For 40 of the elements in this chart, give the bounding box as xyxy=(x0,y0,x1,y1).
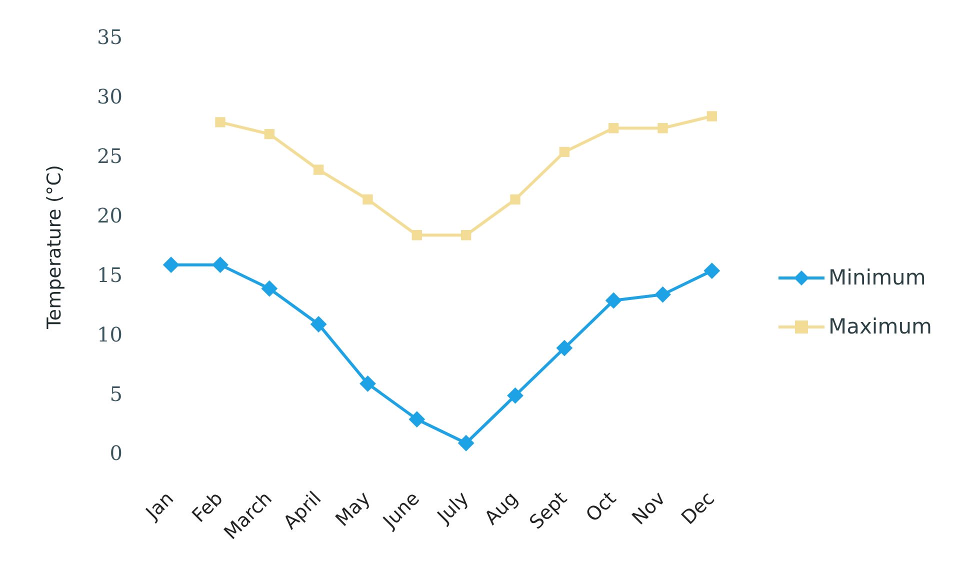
x-tick-label: Jan xyxy=(141,488,178,525)
point xyxy=(556,340,572,356)
y-tick-label: 15 xyxy=(97,262,122,287)
point xyxy=(606,292,622,308)
point xyxy=(706,111,718,122)
point xyxy=(313,164,324,175)
point xyxy=(608,123,619,134)
point xyxy=(212,256,228,273)
point xyxy=(658,123,668,134)
x-tick-label: Aug xyxy=(480,488,522,530)
y-tick-label: 25 xyxy=(97,144,122,168)
y-tick-label: 30 xyxy=(97,84,122,109)
point xyxy=(261,280,278,297)
x-tick-label: Oct xyxy=(582,488,621,526)
y-axis-title: Temperature (°C) xyxy=(43,165,66,330)
point xyxy=(362,194,373,205)
point xyxy=(412,230,422,240)
point xyxy=(163,256,180,273)
legend-label: Minimum xyxy=(828,265,926,290)
x-tick-label: Nov xyxy=(628,488,670,530)
point xyxy=(507,388,524,404)
x-tick-label: Feb xyxy=(188,488,228,527)
point xyxy=(458,435,474,452)
point xyxy=(559,146,570,158)
point xyxy=(215,117,226,128)
y-tick-label: 35 xyxy=(97,25,122,50)
point xyxy=(460,230,472,240)
point xyxy=(510,194,520,205)
point xyxy=(264,128,275,140)
legend-label: Maximum xyxy=(828,314,932,338)
point xyxy=(310,316,327,332)
y-tick-label: 5 xyxy=(110,382,122,406)
y-tick-label: 20 xyxy=(97,203,122,228)
y-tick-label: 0 xyxy=(110,441,122,466)
x-tick-label: Dec xyxy=(677,488,719,530)
point xyxy=(360,376,376,392)
y-tick-label: 10 xyxy=(97,322,122,346)
point xyxy=(654,286,671,303)
point xyxy=(704,262,720,279)
point xyxy=(408,411,425,428)
